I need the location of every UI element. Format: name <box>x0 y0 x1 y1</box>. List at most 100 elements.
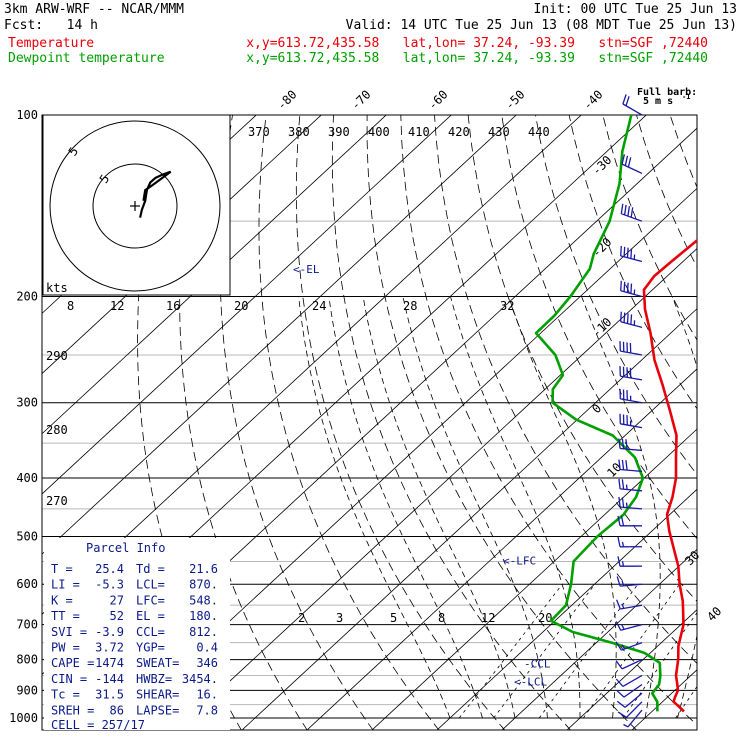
isotherm-edge-label: 40 <box>704 604 724 624</box>
parcel-field-value: 346 <box>196 656 218 670</box>
wind-barb-flag <box>627 206 631 217</box>
wind-barb <box>617 701 643 718</box>
wind-barb-flag <box>622 94 627 105</box>
wind-barb-flag <box>620 245 622 256</box>
isotherm-line <box>42 115 387 435</box>
parcel-field-name: SWEAT= <box>136 656 179 670</box>
wind-barb <box>620 311 643 328</box>
wind-barb-staff <box>622 103 643 116</box>
wind-barb-flag <box>625 439 628 450</box>
dry-adiabat <box>331 115 572 730</box>
wind-barb <box>618 438 643 452</box>
wind-barb-flag <box>618 478 621 489</box>
parcel-field-value: 0.4 <box>196 641 218 655</box>
wind-barb-staff <box>621 658 643 670</box>
pressure-tick-label: 800 <box>16 653 38 667</box>
hodograph-units: kts <box>46 281 68 295</box>
hodograph-scale-label: 16 <box>166 299 180 313</box>
dry-adiabat <box>568 115 697 410</box>
wind-barb-staff <box>620 623 643 631</box>
theta-e-label: 440 <box>528 125 550 139</box>
parcel-field-name: CAPE = <box>51 656 94 670</box>
theta-e-label: 420 <box>448 125 470 139</box>
wind-barb-staff <box>620 468 643 473</box>
parcel-field-name: CCL= <box>136 625 165 639</box>
wind-barb-flag <box>630 248 633 259</box>
dry-adiabat-label: 280 <box>46 423 68 437</box>
wind-barb-flag <box>626 282 629 293</box>
wind-barb <box>615 621 643 631</box>
parcel-field-value: 52 <box>110 609 124 623</box>
wind-barb-flag <box>617 556 621 567</box>
theta-e-label: 390 <box>328 125 350 139</box>
parcel-field-name: SREH = <box>51 703 94 717</box>
chart-title: 3km ARW-WRF -- NCAR/MMM <box>4 2 185 17</box>
mixing-ratio-label: 20 <box>538 611 552 625</box>
hodograph: 5 5 <box>42 114 231 296</box>
wind-barb-flag <box>616 576 621 587</box>
moist-adiabat <box>710 297 740 719</box>
wind-barb-flag <box>615 599 621 610</box>
isotherm-top-label: -70 <box>348 87 373 112</box>
init-time: Init: 00 UTC Tue 25 Jun 13 <box>533 2 738 17</box>
wind-barb-flag <box>625 460 628 471</box>
level-marker: <-EL <box>293 263 320 276</box>
hodograph-ring-outer <box>49 120 221 292</box>
wind-barb <box>619 366 643 381</box>
isotherm-top-label: -40 <box>580 87 605 112</box>
wind-barb-flag <box>621 497 625 508</box>
wind-barb-staff <box>620 583 643 587</box>
wind-barb <box>615 658 643 670</box>
wind-barb <box>616 683 643 698</box>
wind-barb-flag <box>630 314 633 325</box>
wind-barb <box>617 556 643 567</box>
wind-barb-flag <box>630 207 634 218</box>
parcel-field-name: TT = <box>51 609 80 623</box>
moist-adiabat <box>298 296 451 719</box>
wind-barb-staff <box>621 213 643 222</box>
parcel-field-value: 7.8 <box>196 703 218 717</box>
mixing-ratio-line <box>458 583 563 719</box>
dry-adiabat-label: 290 <box>46 349 68 363</box>
wind-barb-flag <box>621 644 626 650</box>
wind-barb-flag <box>626 247 629 258</box>
parcel-info-background <box>44 538 230 730</box>
wind-barb-flag <box>627 157 632 168</box>
hodograph-scale-label: 20 <box>234 299 248 313</box>
pressure-tick-label: 900 <box>16 683 38 697</box>
wind-barb-flag <box>615 621 622 631</box>
parcel-field-name: HWBZ= <box>136 672 172 686</box>
wind-barb <box>622 94 643 116</box>
wind-barb <box>617 536 643 548</box>
moist-adiabat <box>581 296 661 719</box>
dry-adiabat-label: 270 <box>46 494 68 508</box>
parcel-field-name: LCL= <box>136 578 165 592</box>
parcel-field-name: T = <box>51 562 73 576</box>
parcel-field-value: -5.3 <box>95 578 124 592</box>
level-marker: <-LCL <box>514 676 547 689</box>
theta-e-label: 410 <box>408 125 430 139</box>
dewpoint-legend-info: x,y=613.72,435.58 lat,lon= 37.24, -93.39… <box>246 51 708 66</box>
wind-barb-flag <box>621 603 625 609</box>
wind-barb-flag <box>621 624 625 630</box>
parcel-field-value: 3454. <box>182 672 218 686</box>
isotherm-line <box>566 609 697 730</box>
dry-adiabat <box>219 115 374 730</box>
parcel-field-name: EL = <box>136 609 165 623</box>
parcel-field-name: Td = <box>136 562 165 576</box>
wind-barb <box>615 674 643 687</box>
mixing-ratio-label: 3 <box>336 611 343 625</box>
dry-adiabat <box>366 115 637 730</box>
wind-barb-flag <box>621 438 625 449</box>
parcel-field-value: 31.5 <box>95 688 124 702</box>
wind-barb-flag <box>623 204 627 215</box>
wind-barb-staff <box>622 674 643 687</box>
parcel-field-name: CIN = <box>51 672 87 686</box>
wind-barb-flag <box>623 723 629 728</box>
plot-frame <box>41 114 698 731</box>
wind-barb-flag <box>618 496 621 508</box>
wind-barb <box>618 496 643 510</box>
pressure-tick-label: 500 <box>16 530 38 544</box>
wind-barb <box>619 341 643 356</box>
